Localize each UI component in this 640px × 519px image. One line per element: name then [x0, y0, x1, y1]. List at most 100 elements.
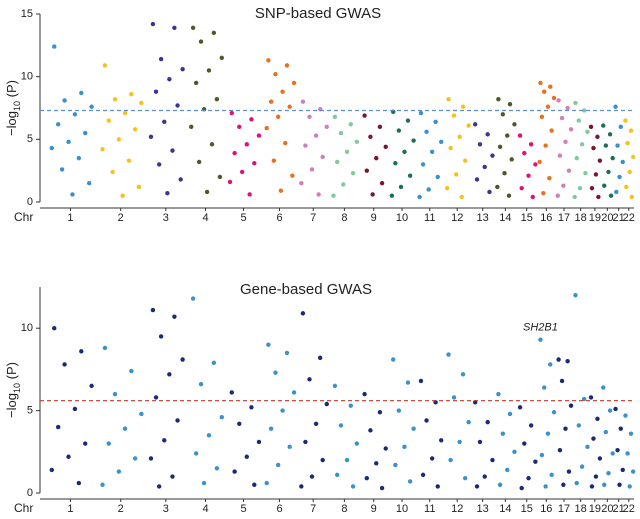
- x-tick-label: 20: [601, 212, 613, 224]
- snp-point: [574, 155, 579, 161]
- snp-point: [338, 423, 344, 428]
- snp-point: [623, 118, 628, 123]
- snp-point: [549, 472, 554, 478]
- snp-point: [485, 132, 490, 137]
- snp-point: [132, 456, 138, 461]
- snp-point: [585, 129, 590, 135]
- snp-point: [551, 410, 557, 415]
- snp-point: [153, 395, 159, 400]
- x-tick-label: 21: [613, 212, 625, 224]
- snp-point: [591, 436, 596, 441]
- snp-point: [591, 145, 596, 151]
- snp-point: [55, 424, 61, 430]
- snp-point: [625, 451, 630, 456]
- snp-point: [317, 355, 323, 361]
- snp-point: [100, 482, 105, 487]
- snp-point: [139, 411, 144, 417]
- snp-point: [429, 456, 435, 461]
- snp-point: [538, 337, 543, 342]
- snp-point: [588, 124, 594, 129]
- snp-point: [112, 391, 118, 397]
- snp-point: [362, 391, 367, 397]
- snp-point: [129, 368, 134, 374]
- snp-point: [332, 114, 338, 119]
- snp-point: [86, 181, 92, 186]
- snp-point: [472, 122, 478, 127]
- snp-point: [424, 418, 429, 423]
- snp-point: [180, 357, 185, 362]
- snp-point: [597, 158, 603, 163]
- snp-point: [561, 482, 566, 487]
- snp-point: [377, 410, 383, 415]
- snp-point: [307, 377, 312, 382]
- snp-point: [625, 140, 630, 146]
- snp-point: [106, 441, 111, 446]
- snp-point: [629, 194, 635, 200]
- x-tick-label: 8: [341, 212, 347, 224]
- x-tick-label: 18: [575, 503, 587, 515]
- snp-point: [52, 44, 57, 49]
- snp-point: [585, 444, 590, 450]
- x-tick-label: 13: [477, 212, 489, 224]
- snp-point: [543, 143, 548, 148]
- snp-point: [573, 100, 578, 106]
- snp-point: [541, 191, 546, 196]
- snp-point: [165, 191, 170, 196]
- snp-point: [497, 144, 503, 150]
- snp-point: [579, 142, 585, 147]
- snp-point: [407, 173, 413, 178]
- snp-point: [126, 158, 132, 163]
- x-tick-label: 3: [163, 212, 169, 224]
- snp-point: [576, 423, 581, 428]
- snp-point: [217, 174, 223, 180]
- snp-point: [291, 80, 297, 86]
- snp-point: [512, 122, 517, 127]
- snp-point: [482, 164, 487, 170]
- snp-point: [507, 102, 513, 107]
- snp-point: [593, 172, 599, 177]
- x-tick-label: 17: [558, 212, 570, 224]
- snp-point: [335, 159, 340, 165]
- snp-point: [424, 129, 429, 135]
- x-tick-label: 10: [396, 503, 408, 515]
- snp-point: [214, 97, 220, 102]
- snp-point: [566, 168, 572, 173]
- x-tick-label: 22: [623, 212, 635, 224]
- snp-point: [555, 193, 560, 198]
- snp-point: [617, 174, 622, 180]
- snp-point: [284, 350, 290, 356]
- x-tick-label: 4: [202, 212, 208, 224]
- snp-point: [89, 383, 94, 389]
- snp-point: [466, 123, 471, 128]
- snp-point: [102, 63, 108, 68]
- snp-point: [389, 193, 395, 198]
- snp-point: [249, 405, 254, 410]
- snp-point: [206, 433, 212, 438]
- snp-point: [291, 390, 297, 395]
- snp-point: [576, 118, 581, 123]
- snp-point: [49, 145, 55, 151]
- snp-point: [256, 133, 262, 138]
- snp-point: [522, 150, 527, 156]
- snp-point: [273, 71, 278, 77]
- snp-point: [628, 431, 634, 436]
- snp-point: [572, 194, 577, 200]
- snp-point: [620, 159, 625, 165]
- x-tick-label: 9: [371, 212, 377, 224]
- snp-point: [180, 66, 185, 72]
- snp-point: [583, 170, 588, 176]
- snp-point: [83, 130, 88, 136]
- snp-point: [300, 99, 306, 104]
- x-tick-label: 2: [118, 212, 124, 224]
- y-tick-label: 10: [21, 71, 33, 83]
- snp-point: [264, 125, 269, 131]
- snp-point: [407, 479, 413, 484]
- snp-point: [500, 112, 506, 117]
- snp-point: [581, 396, 587, 402]
- snp-point: [287, 444, 292, 450]
- snp-point: [630, 469, 636, 474]
- snp-point: [603, 143, 609, 148]
- snp-point: [148, 134, 154, 140]
- chart-title: SNP-based GWAS: [255, 5, 381, 22]
